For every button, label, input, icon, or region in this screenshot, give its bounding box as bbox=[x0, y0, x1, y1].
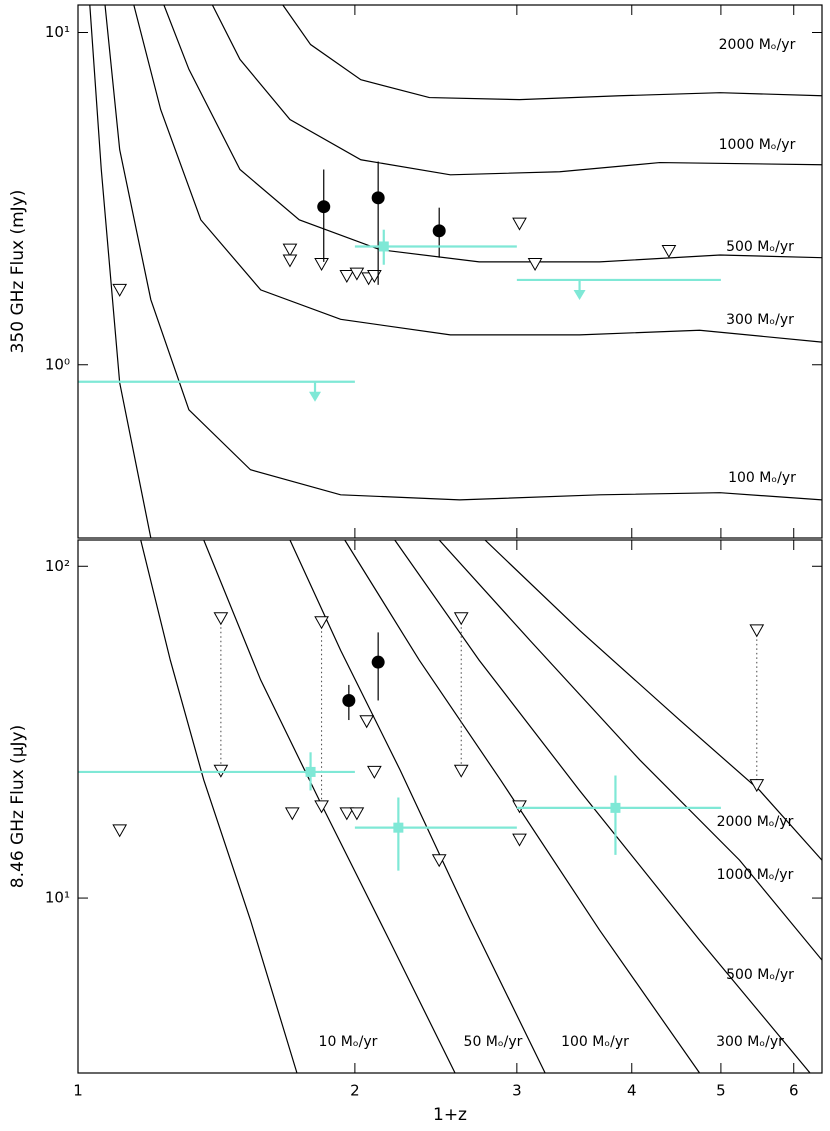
upper-limit bbox=[282, 254, 298, 268]
model-curve bbox=[140, 540, 298, 1073]
model-label: 2000 Mₒ/yr bbox=[717, 814, 794, 830]
model-label: 500 Mₒ/yr bbox=[726, 967, 794, 983]
plot-frame bbox=[77, 539, 823, 1074]
y-axis-label: 8.46 GHz Flux (μJy) bbox=[8, 725, 28, 888]
model-label: 300 Mₒ/yr bbox=[716, 1034, 784, 1050]
model-curve bbox=[104, 5, 822, 501]
plot-area bbox=[78, 540, 822, 1073]
x-tick-label: 6 bbox=[789, 1082, 799, 1100]
upper-limit bbox=[349, 267, 365, 281]
model-label: 2000 Mₒ/yr bbox=[719, 37, 796, 53]
upper-limit bbox=[661, 244, 677, 259]
x-axis-label: 1+z bbox=[433, 1105, 467, 1125]
stack-limit-arrow bbox=[573, 289, 586, 300]
upper-limit bbox=[512, 833, 527, 847]
upper-limit bbox=[339, 269, 355, 284]
x-tick-label: 4 bbox=[627, 1082, 637, 1100]
stack-point bbox=[393, 822, 404, 833]
model-label: 1000 Mₒ/yr bbox=[717, 867, 794, 883]
upper-limit bbox=[314, 616, 329, 630]
plot-frame bbox=[77, 4, 823, 539]
model-curve bbox=[394, 540, 811, 1073]
x-tick-label: 5 bbox=[716, 1082, 726, 1100]
panel: 10¹ 10⁰ 350 GHz Flux (mJy) 2000 Mₒ/yr 1000 M… bbox=[8, 4, 823, 539]
y-tick-label: 10² bbox=[45, 557, 70, 575]
stack-point bbox=[610, 802, 621, 813]
model-label: 10 Mₒ/yr bbox=[319, 1034, 378, 1050]
model-curve bbox=[133, 5, 822, 343]
model-label: 50 Mₒ/yr bbox=[464, 1034, 523, 1050]
upper-limit bbox=[112, 283, 128, 297]
panel: 10² 10¹ 1 2 3 4 5 6 8.46 GHz Flux (μJy) 1+z 2000 M… bbox=[8, 539, 823, 1125]
detection bbox=[432, 224, 446, 238]
model-curve bbox=[289, 540, 546, 1073]
upper-limit bbox=[431, 854, 447, 868]
upper-limit bbox=[453, 764, 469, 778]
model-label: 500 Mₒ/yr bbox=[726, 239, 794, 255]
upper-limit bbox=[359, 715, 375, 729]
model-curve bbox=[211, 5, 822, 176]
detection bbox=[342, 693, 356, 707]
upper-limit bbox=[512, 800, 527, 814]
upper-limit bbox=[749, 779, 765, 793]
stack-point bbox=[305, 766, 316, 777]
model-curve bbox=[344, 540, 701, 1073]
upper-limit bbox=[527, 258, 543, 272]
y-tick-label: 10⁰ bbox=[45, 355, 70, 373]
model-curve bbox=[484, 540, 822, 861]
detection bbox=[371, 191, 385, 205]
model-label: 100 Mₒ/yr bbox=[561, 1034, 629, 1050]
upper-limit bbox=[314, 258, 329, 272]
model-curve bbox=[89, 5, 152, 538]
upper-limit bbox=[314, 800, 329, 814]
model-label: 300 Mₒ/yr bbox=[726, 312, 794, 328]
detection bbox=[371, 655, 385, 669]
y-tick-label: 10¹ bbox=[45, 889, 70, 907]
x-tick-label: 3 bbox=[512, 1082, 522, 1100]
y-tick-label: 10¹ bbox=[45, 23, 70, 41]
upper-limit bbox=[213, 612, 229, 626]
stack-point bbox=[378, 241, 389, 252]
plot-area bbox=[78, 5, 822, 538]
upper-limit bbox=[349, 807, 365, 821]
model-curve bbox=[438, 540, 822, 961]
detection bbox=[317, 200, 331, 214]
upper-limit bbox=[112, 824, 128, 838]
upper-limit bbox=[453, 612, 469, 626]
model-label: 1000 Mₒ/yr bbox=[719, 137, 796, 153]
model-label: 100 Mₒ/yr bbox=[728, 470, 796, 486]
upper-limit bbox=[284, 807, 300, 821]
upper-limit bbox=[282, 243, 298, 257]
x-tick-label: 1 bbox=[73, 1082, 83, 1100]
upper-limit bbox=[749, 624, 765, 638]
y-axis-label: 350 GHz Flux (mJy) bbox=[8, 190, 28, 354]
plot-layer: 10¹ 10⁰ 350 GHz Flux (mJy) 2000 Mₒ/yr 1000 M… bbox=[8, 4, 823, 1125]
upper-limit bbox=[367, 765, 382, 779]
upper-limit bbox=[512, 217, 527, 231]
model-curve bbox=[282, 5, 822, 101]
upper-limit bbox=[339, 807, 355, 821]
stack-limit-arrow bbox=[309, 391, 322, 402]
x-tick-label: 2 bbox=[350, 1082, 360, 1100]
